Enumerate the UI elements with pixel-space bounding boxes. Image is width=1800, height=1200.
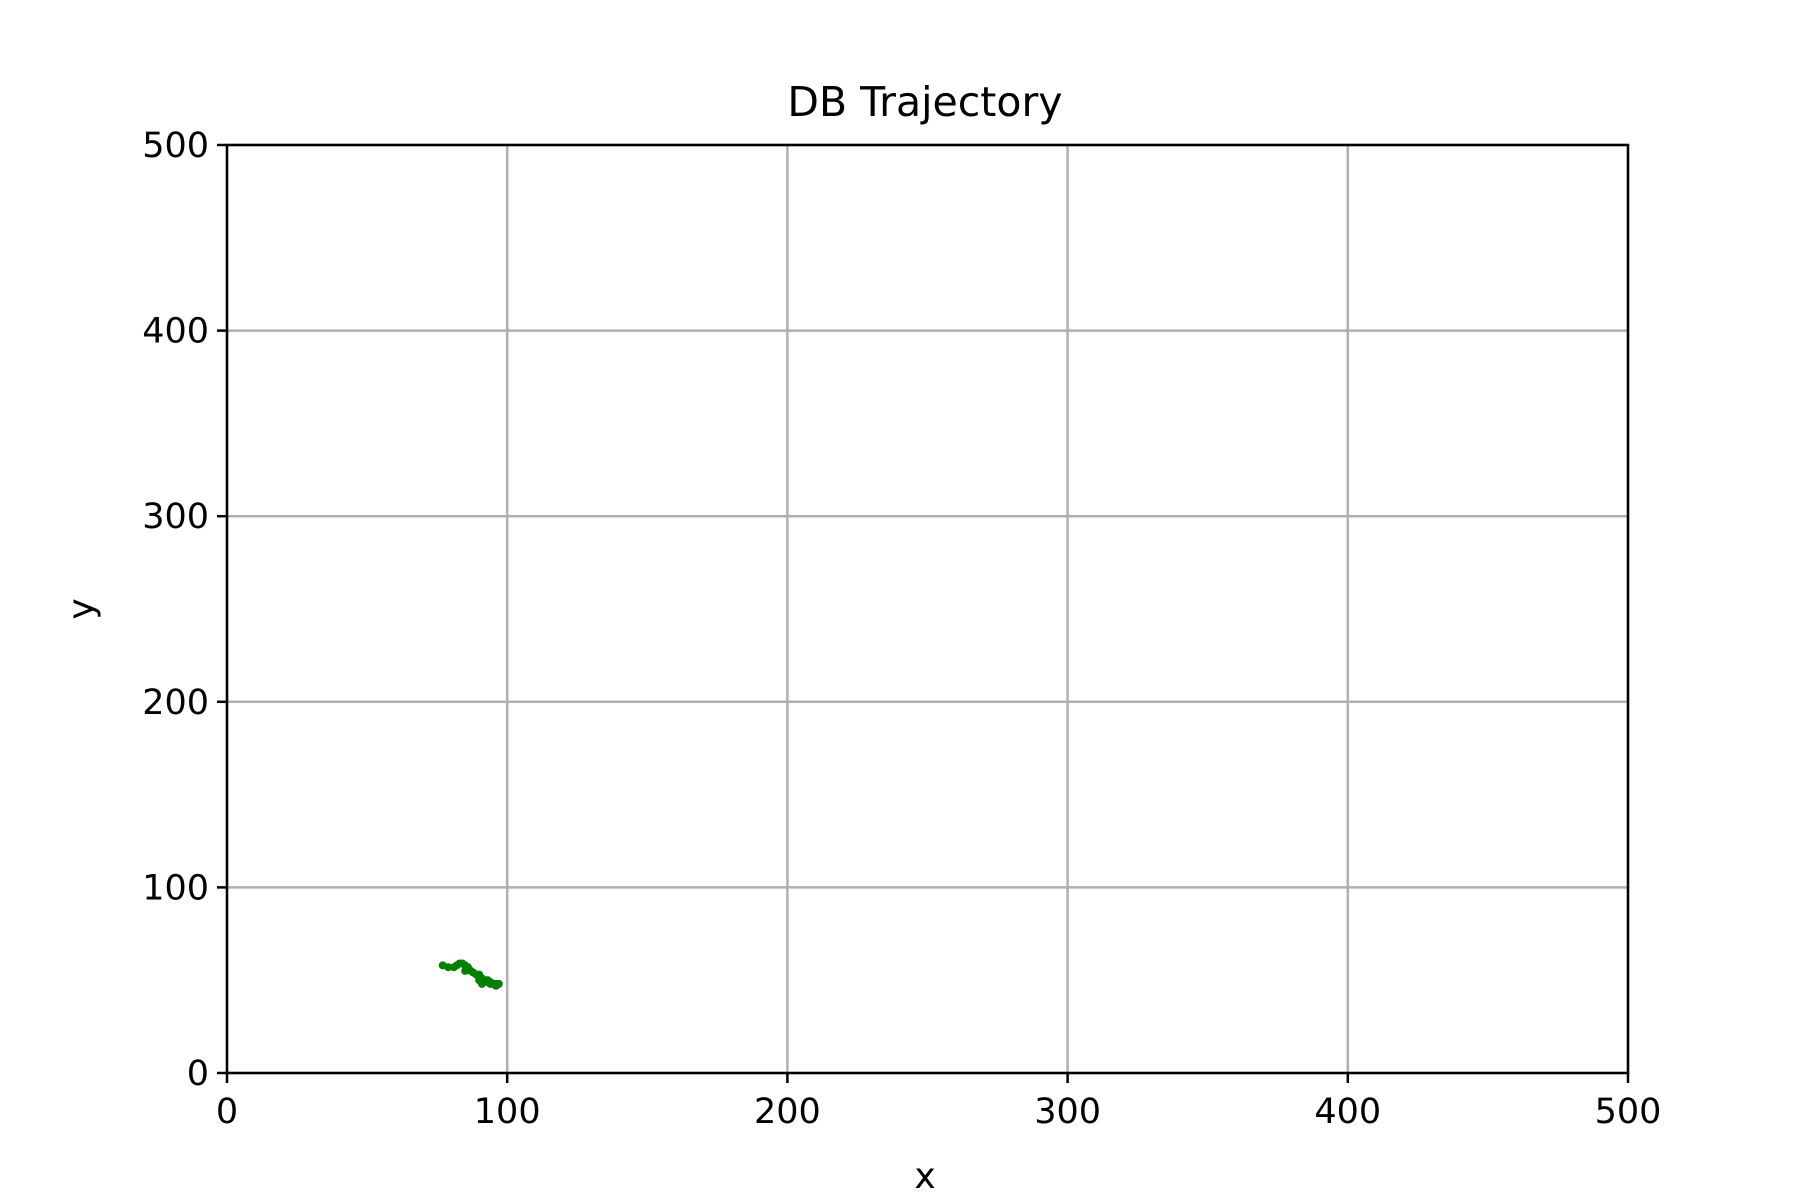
x-tick-label: 100 <box>474 1092 541 1132</box>
ticks: 0 100 200 300 400 500 0 100 200 300 400 500 <box>142 126 1661 1132</box>
x-tick-label: 200 <box>754 1092 821 1132</box>
y-tick-label: 0 <box>187 1054 209 1094</box>
x-axis-label: x <box>914 1156 935 1197</box>
chart-title: DB Trajectory <box>787 78 1062 126</box>
y-axis-label: y <box>61 598 102 619</box>
y-tick-label: 400 <box>142 312 209 352</box>
trajectory-point <box>461 966 470 975</box>
y-tick-label: 200 <box>142 683 209 723</box>
y-tick-label: 100 <box>142 868 209 908</box>
x-tick-label: 400 <box>1314 1092 1381 1132</box>
series-layer <box>438 959 503 990</box>
x-tick-label: 500 <box>1595 1092 1662 1132</box>
trajectory-point <box>444 963 453 972</box>
x-tick-label: 300 <box>1034 1092 1101 1132</box>
y-tick-label: 500 <box>142 126 209 166</box>
y-tick-label: 300 <box>142 497 209 537</box>
plot-frame <box>225 143 1630 1075</box>
x-tick-label: 0 <box>216 1092 238 1132</box>
trajectory-point <box>475 976 484 985</box>
